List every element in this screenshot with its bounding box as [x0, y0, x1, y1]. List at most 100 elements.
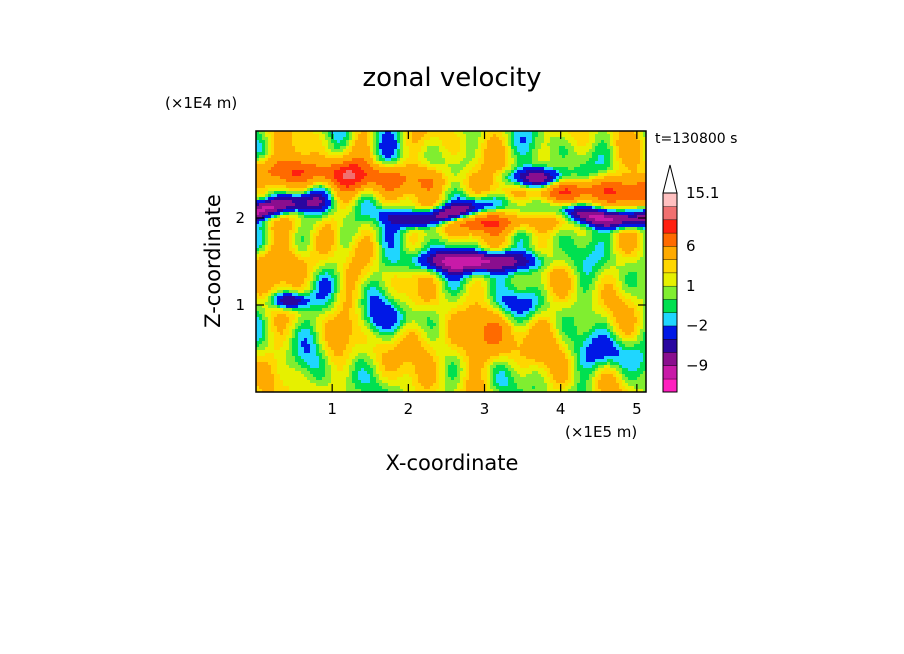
field-cell	[328, 140, 332, 144]
field-cell	[493, 239, 497, 243]
field-cell	[475, 224, 479, 228]
field-cell	[406, 188, 410, 192]
field-cell	[355, 221, 359, 225]
field-cell	[502, 155, 506, 159]
field-cell	[319, 191, 323, 195]
field-cell	[520, 131, 524, 135]
field-cell	[409, 179, 413, 183]
field-cell	[370, 236, 374, 240]
field-cell	[403, 203, 407, 207]
field-cell	[523, 182, 527, 186]
field-cell	[481, 233, 485, 237]
field-cell	[565, 197, 569, 201]
field-cell	[607, 203, 611, 207]
field-cell	[625, 221, 629, 225]
field-cell	[457, 146, 461, 150]
field-cell	[526, 239, 530, 243]
field-cell	[550, 209, 554, 213]
field-cell	[319, 227, 323, 231]
field-cell	[424, 158, 428, 162]
field-cell	[397, 194, 401, 198]
field-cell	[637, 221, 641, 225]
field-cell	[454, 149, 458, 153]
field-cell	[592, 137, 596, 141]
field-cell	[604, 131, 608, 135]
field-cell	[547, 233, 551, 237]
field-cell	[625, 146, 629, 150]
field-cell	[595, 131, 599, 135]
field-cell	[568, 197, 572, 201]
field-cell	[535, 230, 539, 234]
field-cell	[370, 191, 374, 195]
field-cell	[472, 137, 476, 141]
field-cell	[289, 164, 293, 168]
field-cell	[502, 137, 506, 141]
field-cell	[532, 242, 536, 246]
field-cell	[574, 140, 578, 144]
field-cell	[532, 140, 536, 144]
field-cell	[607, 131, 611, 135]
field-cell	[640, 227, 644, 231]
field-cell	[358, 170, 362, 174]
field-cell	[496, 179, 500, 183]
field-cell	[382, 149, 386, 153]
field-cell	[262, 224, 266, 228]
field-cell	[409, 230, 413, 234]
field-cell	[529, 236, 533, 240]
field-cell	[628, 236, 632, 240]
field-cell	[301, 191, 305, 195]
field-cell	[505, 170, 509, 174]
field-cell	[337, 152, 341, 156]
field-cell	[535, 158, 539, 162]
field-cell	[511, 218, 515, 222]
field-cell	[277, 161, 281, 165]
field-cell	[421, 191, 425, 195]
field-cell	[400, 179, 404, 183]
field-cell	[556, 176, 560, 180]
field-cell	[361, 131, 365, 135]
field-cell	[433, 158, 437, 162]
field-cell	[310, 242, 314, 246]
field-cell	[568, 149, 572, 153]
field-cell	[412, 245, 416, 249]
field-cell	[328, 191, 332, 195]
field-cell	[499, 167, 503, 171]
field-cell	[586, 170, 590, 174]
field-cell	[619, 176, 623, 180]
field-cell	[373, 206, 377, 210]
field-cell	[526, 173, 530, 177]
field-cell	[394, 179, 398, 183]
field-cell	[640, 191, 644, 195]
field-cell	[409, 233, 413, 237]
field-cell	[292, 200, 296, 204]
field-cell	[328, 233, 332, 237]
field-cell	[268, 242, 272, 246]
field-cell	[328, 203, 332, 207]
field-cell	[580, 143, 584, 147]
field-cell	[547, 131, 551, 135]
field-cell	[403, 164, 407, 168]
field-cell	[571, 170, 575, 174]
field-cell	[448, 179, 452, 183]
field-cell	[544, 170, 548, 174]
field-cell	[346, 191, 350, 195]
field-cell	[427, 173, 431, 177]
field-cell	[283, 176, 287, 180]
field-cell	[427, 239, 431, 243]
field-cell	[349, 173, 353, 177]
field-cell	[484, 230, 488, 234]
field-cell	[466, 233, 470, 237]
field-cell	[631, 149, 635, 153]
field-cell	[436, 170, 440, 174]
field-cell	[280, 188, 284, 192]
field-cell	[334, 230, 338, 234]
field-cell	[598, 215, 602, 219]
field-cell	[541, 200, 545, 204]
field-cell	[292, 209, 296, 213]
field-cell	[514, 230, 518, 234]
field-cell	[301, 236, 305, 240]
field-cell	[388, 242, 392, 246]
field-cell	[298, 155, 302, 159]
field-cell	[259, 155, 263, 159]
field-cell	[268, 245, 272, 249]
